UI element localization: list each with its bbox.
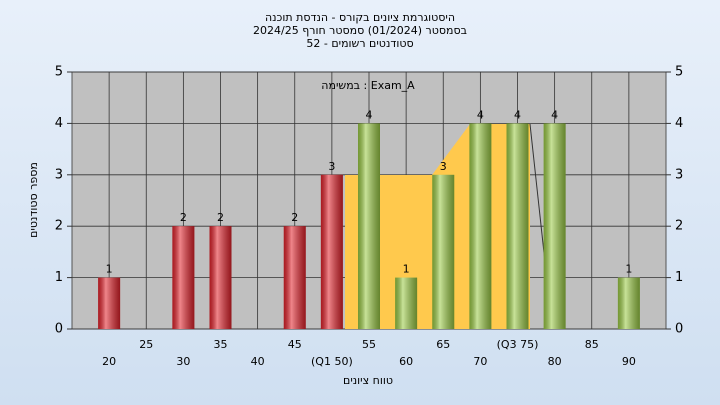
y-tick-label: 5 [55, 65, 63, 80]
x-tick-label: (Q1 50) [311, 355, 353, 368]
value-label: 4 [366, 108, 373, 121]
y-tick-label: 4 [55, 116, 63, 131]
y2-tick-label: 1 [675, 270, 683, 285]
chart-subtitle: בסמסטר (01/2024) סמסטר חורף 2024/25 [253, 24, 467, 37]
value-label: 4 [477, 108, 484, 121]
chart-title: היסטוגרמת ציונים בקורס - הנדסת תוכנה [265, 11, 455, 24]
x-tick-label: 55 [362, 338, 376, 351]
x-tick-label: 60 [399, 355, 413, 368]
bar-shine [209, 226, 232, 329]
x-tick-label: 90 [622, 355, 636, 368]
x-tick-label: (Q3 75) [497, 338, 539, 351]
bar-shine [432, 174, 455, 329]
bar-shine [543, 123, 566, 330]
bar-shine [358, 123, 380, 330]
decor-line [529, 123, 546, 263]
x-tick-label: 35 [214, 338, 228, 351]
y2-tick-label: 4 [675, 116, 683, 131]
x-tick-label: 45 [288, 338, 302, 351]
bar-shine [320, 174, 343, 329]
x-tick-label: 80 [548, 355, 562, 368]
x-tick-label: 70 [473, 355, 487, 368]
bar-shine [172, 226, 195, 329]
value-label: 4 [514, 108, 521, 121]
x-axis-label: טווח ציונים [343, 374, 393, 387]
value-label: 1 [403, 263, 410, 276]
x-tick-label: 65 [436, 338, 450, 351]
value-label: 3 [328, 160, 335, 173]
bar-shine [506, 123, 529, 330]
chart-subtitle: סטודנטים רשומים - 52 [306, 37, 413, 50]
x-tick-label: 25 [139, 338, 153, 351]
x-tick-label: 40 [251, 355, 265, 368]
y-tick-label: 3 [55, 167, 63, 182]
bar-shine [395, 277, 418, 329]
bar-shine [617, 277, 640, 329]
value-label: 1 [106, 263, 113, 276]
bar-shine [469, 123, 492, 330]
value-label: 1 [625, 263, 632, 276]
x-tick-label: 20 [102, 355, 116, 368]
y-tick-label: 0 [55, 322, 63, 337]
annotation: Exam_A : במשימה [321, 79, 415, 92]
y2-tick-label: 0 [675, 322, 683, 337]
bar-shine [283, 226, 306, 329]
y-tick-label: 2 [55, 219, 63, 234]
y2-tick-label: 5 [675, 65, 683, 80]
value-label: 2 [291, 211, 298, 224]
x-tick-label: 85 [585, 338, 599, 351]
value-label: 4 [551, 108, 558, 121]
y-tick-label: 1 [55, 270, 63, 285]
y2-tick-label: 3 [675, 167, 683, 182]
value-label: 2 [180, 211, 187, 224]
y2-tick-label: 2 [675, 219, 683, 234]
bar-shine [98, 277, 121, 329]
x-tick-label: 30 [176, 355, 190, 368]
value-label: 3 [440, 160, 447, 173]
y-axis-label: מספר סטודנטים [27, 162, 40, 238]
value-label: 2 [217, 211, 224, 224]
